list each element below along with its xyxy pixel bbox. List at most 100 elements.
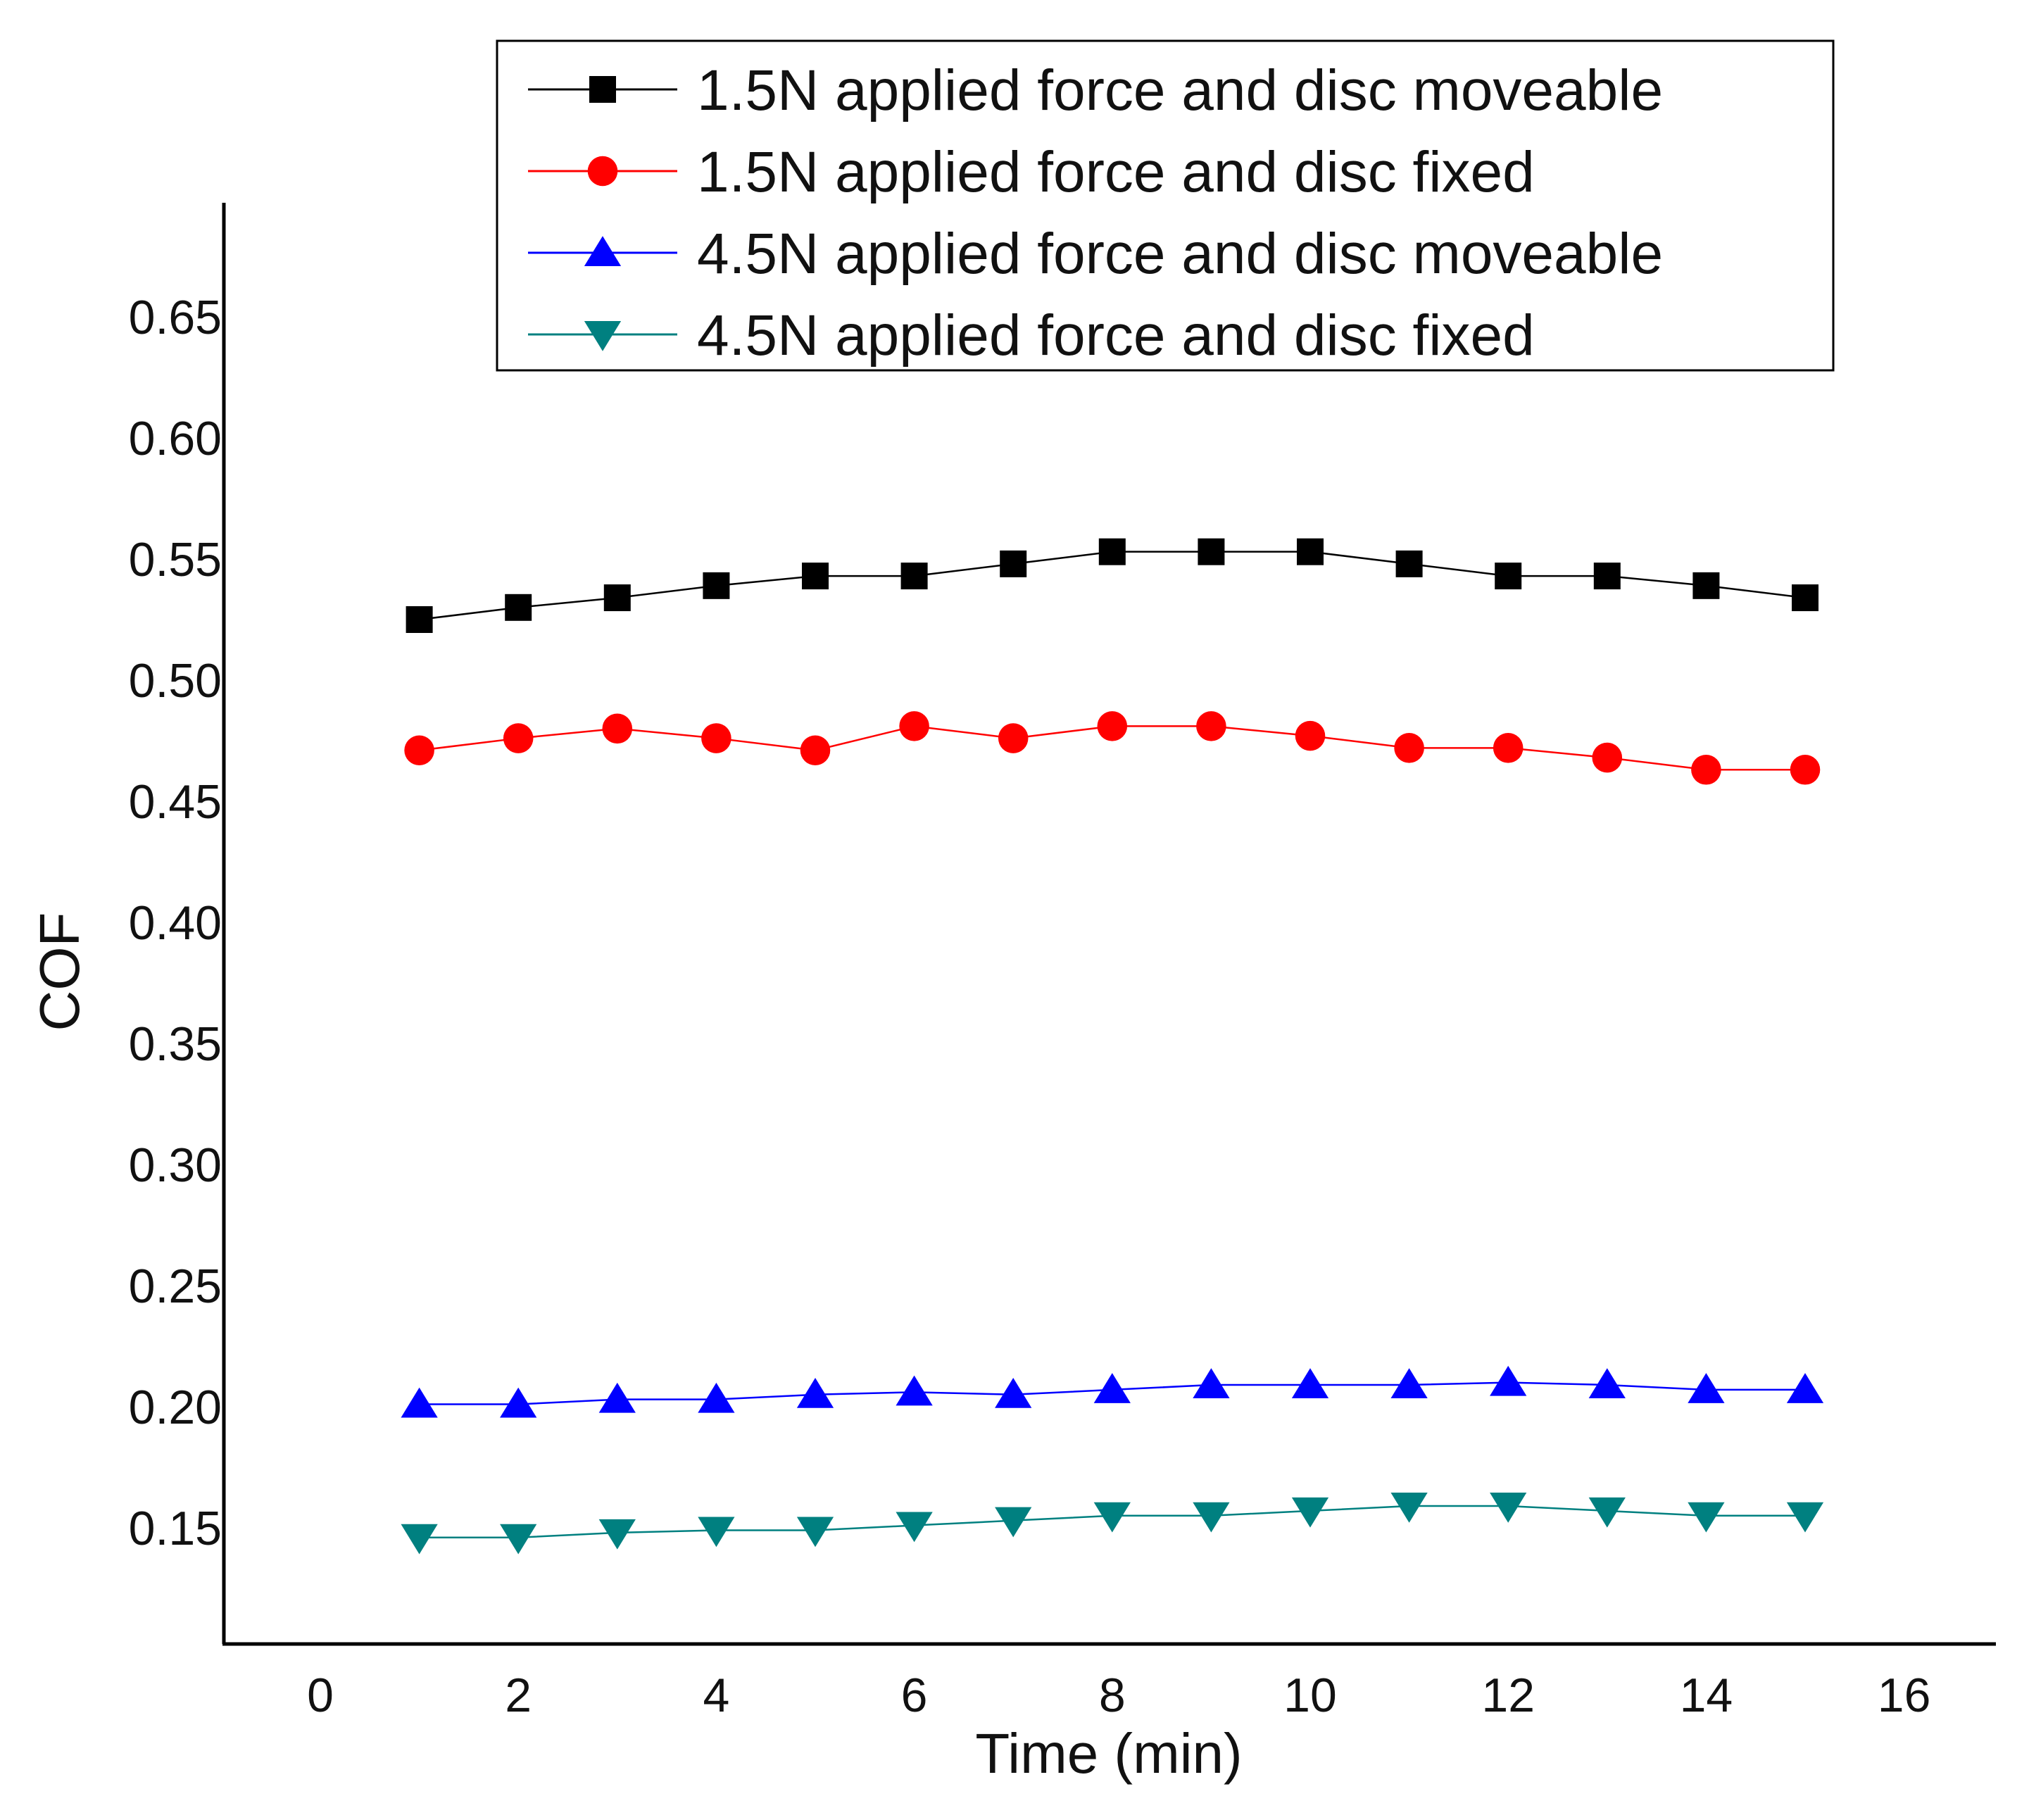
data-point [401,1387,438,1418]
data-point [1495,563,1522,590]
data-point [698,1382,735,1413]
data-point [406,606,433,633]
series-4 [401,1493,1824,1555]
y-tick-label: 0.40 [129,896,222,950]
data-point [1093,1502,1131,1533]
data-point [1198,538,1225,565]
data-point [1193,1368,1230,1399]
data-point [505,594,532,621]
y-axis-title: COF [28,912,91,1031]
data-point [1394,733,1424,763]
data-point [800,735,831,766]
data-point [1593,563,1621,590]
data-point [703,572,730,599]
data-point [1297,538,1324,565]
series-2 [404,711,1821,785]
data-point [896,1375,933,1406]
data-point [1000,550,1027,577]
data-point [998,723,1029,753]
y-tick-label: 0.30 [129,1138,222,1192]
data-point [1490,1493,1527,1523]
data-point [1588,1368,1626,1399]
data-point [1098,538,1126,565]
series-3 [401,1365,1824,1418]
y-tick-label: 0.60 [129,412,222,465]
data-point [500,1524,537,1555]
y-tick-label: 0.35 [129,1017,222,1071]
x-tick-label: 8 [1099,1669,1126,1722]
y-tick-label: 0.55 [129,533,222,586]
y-tick-label: 0.15 [129,1502,222,1555]
x-tick-label: 10 [1283,1669,1337,1722]
axes [222,203,1996,1646]
y-tick-label: 0.20 [129,1381,222,1434]
x-tick-label: 6 [901,1669,928,1722]
data-point [1097,711,1128,741]
x-tick-label: 14 [1680,1669,1733,1722]
data-point [698,1517,735,1548]
data-point [1688,1373,1725,1403]
data-point [1193,1502,1230,1533]
data-point [1196,711,1226,741]
data-point [1688,1502,1725,1533]
data-point [1691,755,1721,785]
data-point [701,723,731,753]
data-point [1490,1365,1527,1396]
legend-marker [589,76,616,103]
legend-marker [584,321,622,351]
x-tick-label: 4 [703,1669,729,1722]
y-tick-label: 0.45 [129,775,222,829]
data-point [796,1378,834,1408]
legend-label: 1.5N applied force and disc fixed [697,140,1535,204]
data-point [602,713,633,744]
data-point [598,1519,636,1550]
y-tick-label: 0.25 [129,1260,222,1313]
legend-label: 4.5N applied force and disc moveable [697,222,1663,286]
data-point [1291,1368,1329,1399]
legend-label: 1.5N applied force and disc moveable [697,58,1663,123]
data-point [1588,1497,1626,1528]
series-1 [406,538,1818,633]
data-point [1493,733,1524,763]
data-point [598,1382,636,1413]
data-point [802,563,829,590]
y-axis-ticks: 0.15 0.20 0.25 0.30 0.35 0.40 0.45 0.50 0.55 0.60… [129,291,222,1555]
x-tick-label: 0 [307,1669,334,1722]
data-point [1786,1502,1824,1533]
legend-box [496,39,1835,372]
data-point [1093,1373,1131,1403]
data-point [1592,742,1623,773]
data-point [1390,1493,1428,1523]
y-tick-label: 0.65 [129,291,222,344]
data-point [1395,550,1423,577]
legend: 1.5N applied force and disc moveable 1.5N… [496,39,1835,372]
data-point [500,1387,537,1418]
data-point [896,1512,933,1543]
data-point [995,1507,1032,1538]
data-point [900,563,928,590]
series-group [401,538,1824,1555]
data-point [503,723,534,753]
x-axis-ticks: 0 2 4 6 8 10 12 14 16 [307,1669,1930,1722]
data-point [1786,1373,1824,1403]
data-point [995,1378,1032,1408]
data-point [1692,572,1720,599]
x-tick-label: 16 [1878,1669,1931,1722]
legend-marker [584,236,622,266]
data-point [1295,720,1326,751]
data-point [1291,1497,1329,1528]
data-point [404,735,434,766]
data-point [899,711,929,741]
data-point [401,1524,438,1555]
data-point [1390,1368,1428,1399]
x-tick-label: 12 [1481,1669,1535,1722]
data-point [603,584,631,612]
x-tick-label: 2 [505,1669,532,1722]
y-tick-label: 0.50 [129,654,222,708]
legend-label: 4.5N applied force and disc fixed [697,303,1535,368]
data-point [1790,755,1821,785]
x-axis-title: Time (min) [975,1722,1242,1785]
data-point [1792,584,1818,612]
